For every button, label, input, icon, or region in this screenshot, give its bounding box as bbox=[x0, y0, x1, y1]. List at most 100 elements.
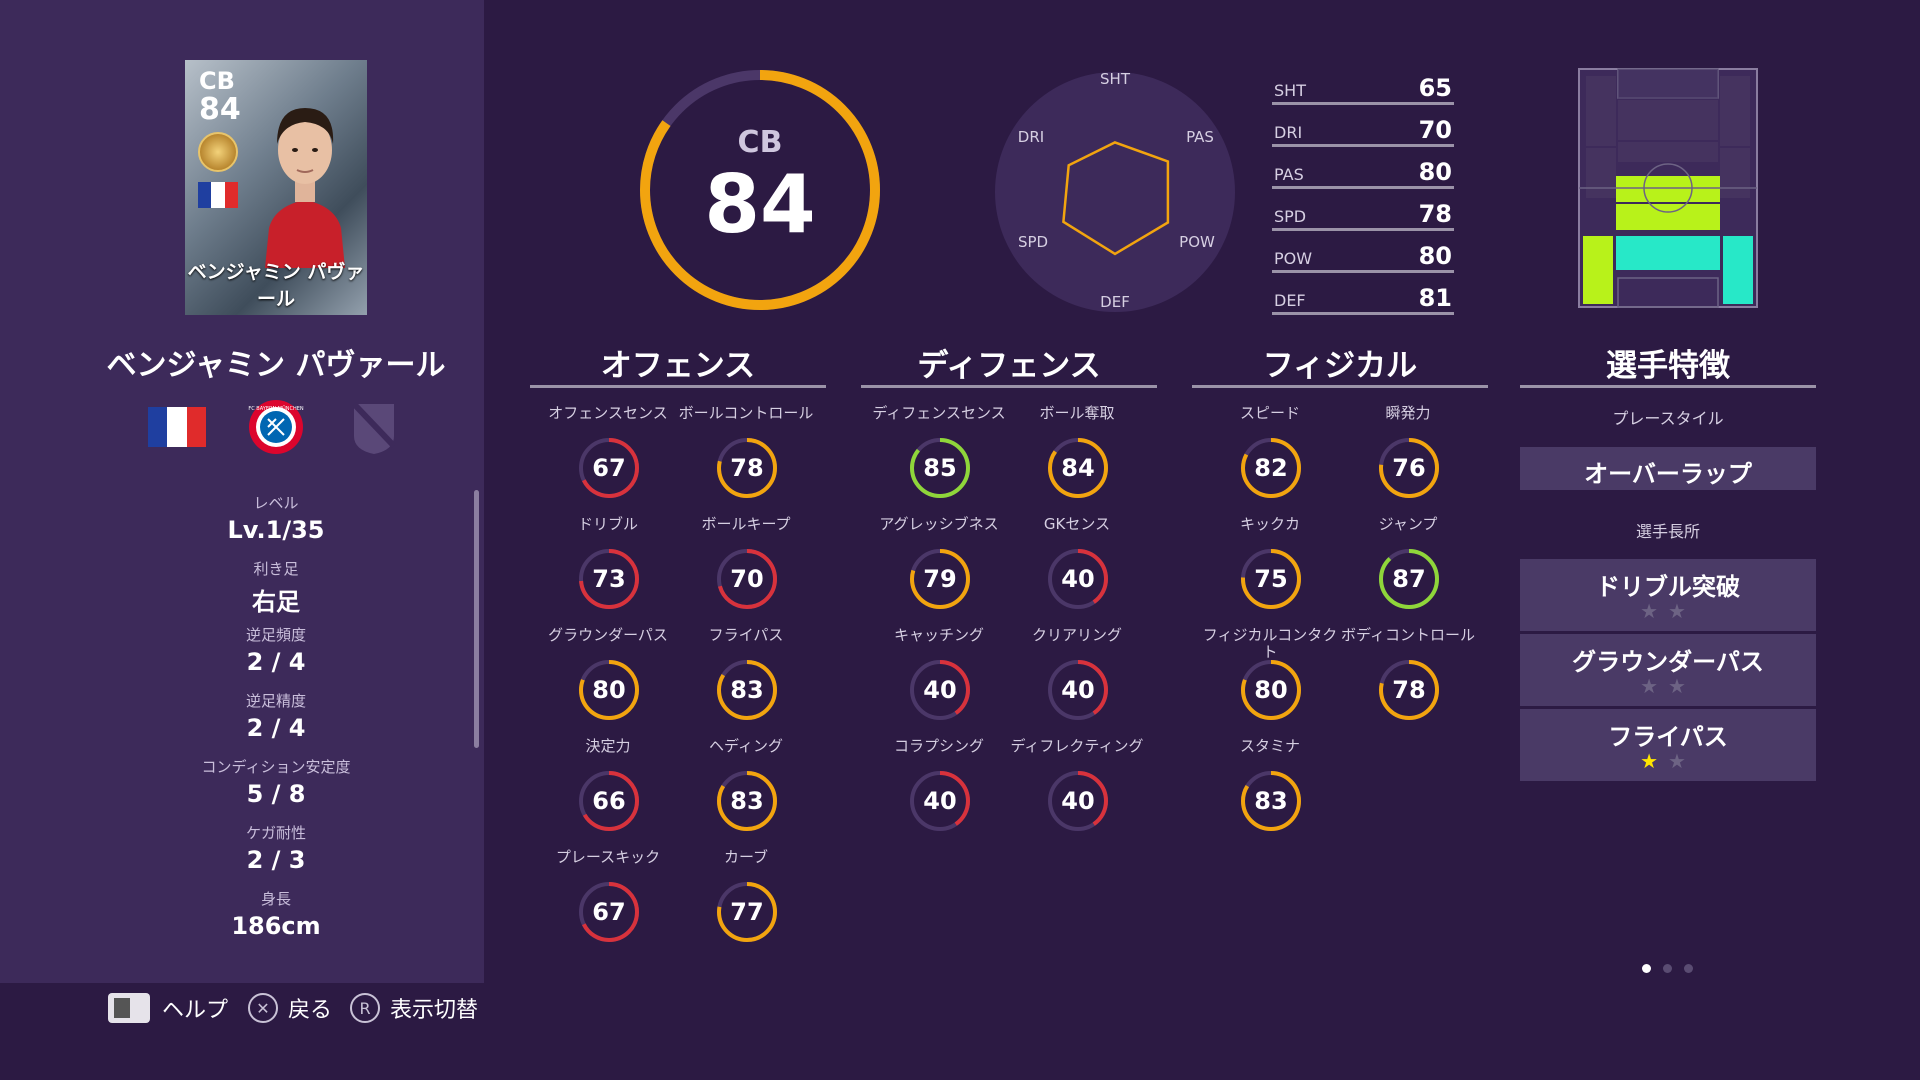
info-label: 利き足 bbox=[253, 560, 299, 578]
attribute-label: アグレッシブネス bbox=[879, 515, 999, 533]
player-name: ベンジャミン パヴァール bbox=[106, 348, 446, 383]
page-dot[interactable] bbox=[1663, 964, 1672, 973]
info-value: Lv.1/35 bbox=[227, 516, 325, 544]
attribute-item: ヘディング 83 bbox=[676, 738, 816, 848]
playstyle-value: オーバーラップ bbox=[1584, 460, 1752, 488]
attribute-item: ディフェンスセンス 85 bbox=[869, 405, 1009, 515]
info-label: 逆足頻度 bbox=[245, 626, 306, 644]
attribute-ring bbox=[717, 438, 777, 498]
summary-stat-value: 78 bbox=[1418, 200, 1452, 228]
attribute-ring-arc bbox=[1241, 438, 1301, 498]
attribute-ring bbox=[579, 771, 639, 831]
summary-stat-row: POW 80 bbox=[1272, 230, 1454, 273]
attribute-item: アグレッシブネス 79 bbox=[869, 516, 1009, 626]
star-icon: ★ bbox=[1668, 674, 1696, 698]
attribute-ring-arc bbox=[1241, 771, 1301, 831]
page-dot[interactable] bbox=[1642, 964, 1651, 973]
summary-stat-label: DRI bbox=[1274, 123, 1303, 142]
attribute-ring bbox=[1241, 438, 1301, 498]
attribute-ring bbox=[717, 660, 777, 720]
medal-icon bbox=[198, 132, 238, 172]
skill-stars: ★★ bbox=[1520, 749, 1816, 773]
attribute-label: カーブ bbox=[723, 848, 769, 866]
radar-axis-label: DEF bbox=[1100, 293, 1130, 311]
attribute-label: ボールコントロール bbox=[678, 404, 814, 422]
attribute-ring-arc bbox=[1379, 660, 1439, 720]
footer-hint[interactable]: R 表示切替 bbox=[350, 990, 478, 1026]
attribute-ring-arc bbox=[579, 771, 639, 831]
skill-name: グラウンダーパス bbox=[1572, 648, 1764, 676]
footer-hint-label: 表示切替 bbox=[390, 998, 479, 1023]
info-label: ケガ耐性 bbox=[245, 824, 306, 842]
attribute-ring-arc bbox=[1048, 549, 1108, 609]
attribute-ring bbox=[910, 771, 970, 831]
attribute-ring-arc bbox=[910, 549, 970, 609]
attribute-value: 67 bbox=[592, 898, 626, 926]
radar-axis-label: POW bbox=[1179, 233, 1215, 251]
attribute-ring bbox=[1241, 771, 1301, 831]
attribute-value: 85 bbox=[923, 454, 957, 482]
attribute-item: グラウンダーパス 80 bbox=[538, 627, 678, 737]
attribute-ring-arc bbox=[910, 438, 970, 498]
attribute-value: 78 bbox=[730, 454, 764, 482]
attribute-ring-arc bbox=[910, 660, 970, 720]
attribute-item: ジャンプ 87 bbox=[1338, 516, 1478, 626]
features-divider bbox=[1520, 385, 1816, 388]
attribute-ring-arc bbox=[717, 771, 777, 831]
attribute-item: スピード 82 bbox=[1200, 405, 1340, 515]
attribute-label: フライパス bbox=[708, 626, 784, 644]
attribute-value: 70 bbox=[730, 565, 764, 593]
summary-stat-label: POW bbox=[1274, 249, 1313, 268]
attribute-item: 決定力 66 bbox=[538, 738, 678, 848]
attribute-label: オフェンスセンス bbox=[548, 404, 668, 422]
attribute-ring-arc bbox=[1379, 438, 1439, 498]
attribute-value: 76 bbox=[1392, 454, 1426, 482]
attribute-label: ヘディング bbox=[709, 737, 783, 755]
attribute-label: GKセンス bbox=[1043, 515, 1111, 533]
info-label: 逆足精度 bbox=[245, 692, 306, 710]
info-label: コンディション安定度 bbox=[201, 758, 351, 776]
info-value: 2 / 4 bbox=[246, 648, 306, 676]
attribute-item: フライパス 83 bbox=[676, 627, 816, 737]
attribute-value: 83 bbox=[1254, 787, 1288, 815]
info-value: 右足 bbox=[252, 588, 300, 616]
info-scrollbar[interactable] bbox=[474, 490, 479, 748]
features-title: 選手特徴 bbox=[1606, 348, 1730, 384]
attribute-label: ボディコントロール bbox=[1341, 626, 1475, 644]
attribute-ring bbox=[1379, 660, 1439, 720]
attribute-value: 82 bbox=[1254, 454, 1288, 482]
overall-position: CB bbox=[737, 125, 783, 160]
overall-value: 84 bbox=[704, 158, 816, 251]
footer-hint-label: ヘルプ bbox=[162, 998, 229, 1023]
attribute-ring-arc bbox=[579, 660, 639, 720]
summary-stat-value: 80 bbox=[1418, 242, 1452, 270]
attribute-value: 78 bbox=[1392, 676, 1426, 704]
radar-axis-label: SHT bbox=[1100, 70, 1131, 88]
attribute-ring bbox=[1241, 549, 1301, 609]
attribute-label: コラプシング bbox=[893, 737, 984, 755]
attribute-ring-arc bbox=[1048, 771, 1108, 831]
attribute-value: 83 bbox=[730, 787, 764, 815]
attribute-item: GKセンス 40 bbox=[1007, 516, 1147, 626]
page-dot[interactable] bbox=[1684, 964, 1693, 973]
section-divider bbox=[1192, 385, 1488, 388]
skill-box: フライパス ★★ bbox=[1520, 709, 1816, 781]
attribute-label: グラウンダーパス bbox=[548, 626, 668, 644]
attribute-ring bbox=[717, 771, 777, 831]
summary-stat-label: SHT bbox=[1274, 81, 1306, 100]
attribute-ring bbox=[579, 882, 639, 942]
attribute-item: キャッチング 40 bbox=[869, 627, 1009, 737]
footer-hint[interactable]: ✕ 戻る bbox=[248, 990, 332, 1026]
r-button-icon: R bbox=[350, 993, 380, 1023]
attribute-item: ボールコントロール 78 bbox=[676, 405, 816, 515]
attribute-value: 83 bbox=[730, 676, 764, 704]
attribute-ring bbox=[1048, 660, 1108, 720]
radar-polygon bbox=[1062, 141, 1170, 256]
attribute-ring bbox=[1048, 549, 1108, 609]
attribute-value: 66 bbox=[592, 787, 626, 815]
footer-hint[interactable]: ヘルプ bbox=[108, 990, 228, 1026]
star-icon: ★ bbox=[1640, 599, 1668, 623]
player-photo bbox=[265, 108, 345, 268]
radar-axis-label: SPD bbox=[1018, 233, 1048, 251]
club-badge-icon: FC BAYERN MÜNCHEN bbox=[248, 400, 304, 454]
